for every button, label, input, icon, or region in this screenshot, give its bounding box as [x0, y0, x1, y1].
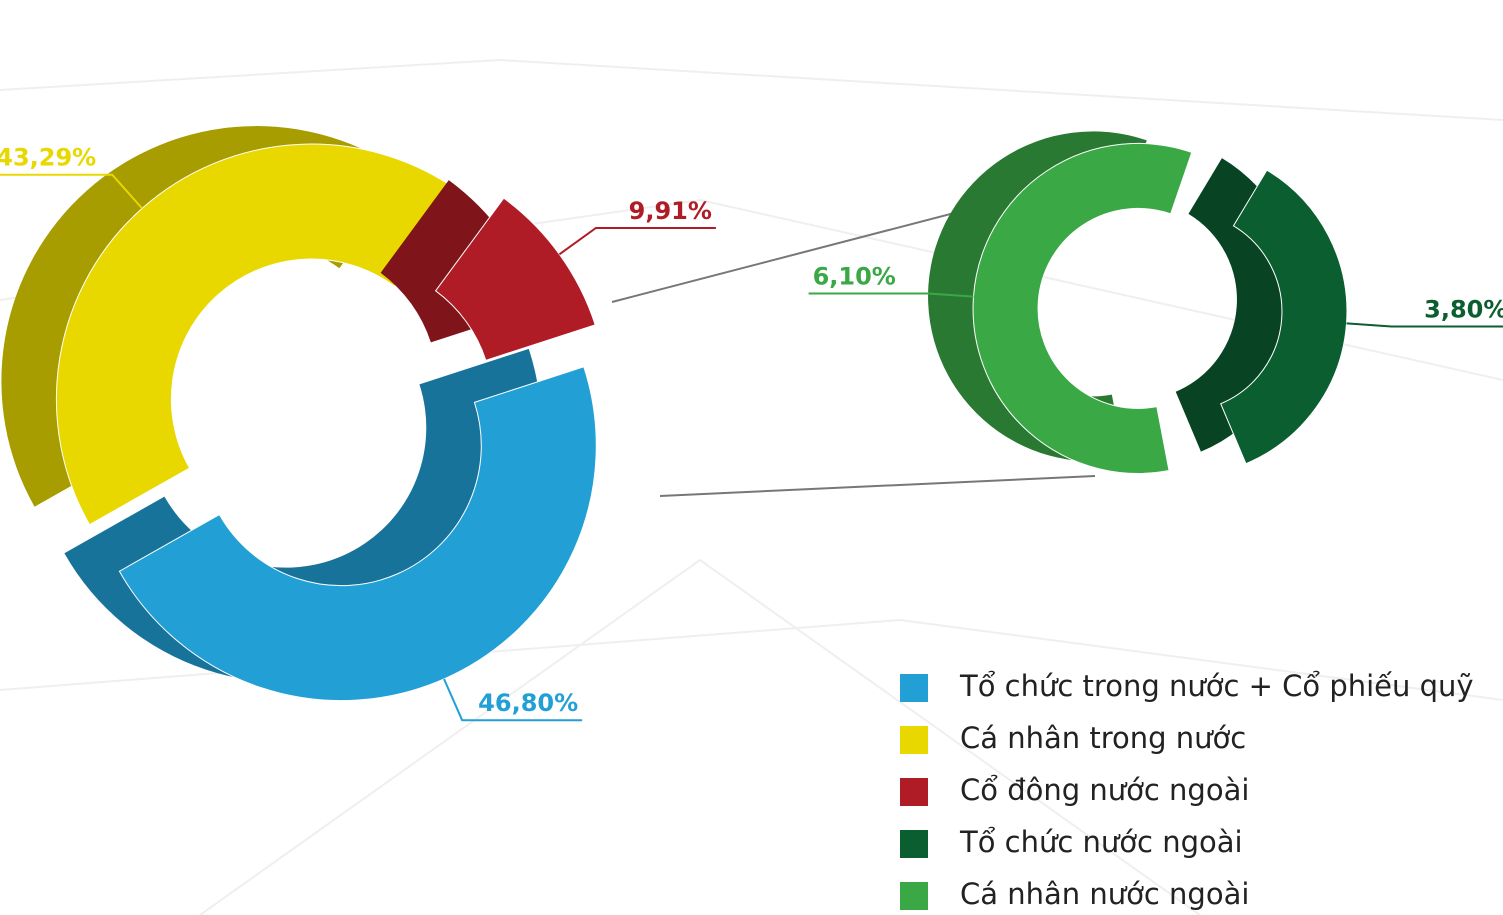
legend-swatch	[900, 778, 928, 806]
legend-label: Cá nhân trong nước	[960, 721, 1246, 755]
value-label: 9,91%	[629, 197, 712, 225]
leader-line	[443, 678, 583, 722]
leader-line	[0, 173, 143, 210]
segment	[1220, 169, 1348, 465]
leader-line	[808, 292, 974, 298]
segment	[118, 366, 597, 702]
leader-line	[558, 226, 716, 256]
bg-line	[199, 558, 1201, 915]
connector-line	[659, 475, 1096, 497]
legend-swatch	[900, 882, 928, 910]
legend-swatch	[900, 830, 928, 858]
segment	[434, 197, 596, 361]
legend-swatch	[900, 674, 928, 702]
value-label: 6,10%	[813, 262, 896, 290]
legend-label: Cổ đông nước ngoài	[960, 773, 1249, 807]
connector-line	[611, 197, 1013, 303]
legend-label: Tổ chức nước ngoài	[959, 825, 1243, 859]
legend-label: Cá nhân nước ngoài	[960, 877, 1249, 911]
segment	[55, 143, 464, 526]
leader-line	[1346, 322, 1503, 328]
value-label: 3,80%	[1424, 296, 1503, 324]
bg-line	[0, 58, 1503, 121]
legend-label: Tổ chức trong nước + Cổ phiếu quỹ	[959, 669, 1474, 703]
segment	[972, 142, 1193, 474]
value-label: 43,29%	[0, 144, 96, 172]
value-label: 46,80%	[478, 689, 578, 717]
segment-depth	[928, 131, 1147, 462]
legend-swatch	[900, 726, 928, 754]
